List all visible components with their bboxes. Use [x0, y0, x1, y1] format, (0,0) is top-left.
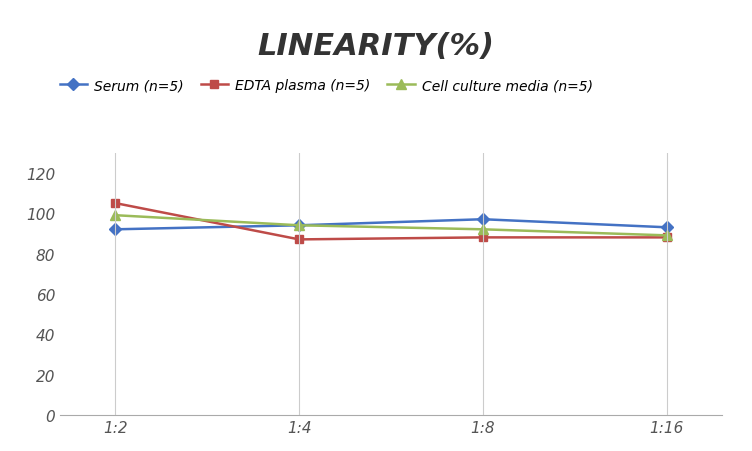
Serum (n=5): [478, 217, 487, 222]
Text: LINEARITY(%): LINEARITY(%): [257, 32, 495, 60]
EDTA plasma (n=5): [478, 235, 487, 240]
Line: Serum (n=5): Serum (n=5): [111, 216, 671, 234]
Cell culture media (n=5): [663, 233, 672, 239]
Legend: Serum (n=5), EDTA plasma (n=5), Cell culture media (n=5): Serum (n=5), EDTA plasma (n=5), Cell cul…: [59, 79, 593, 93]
EDTA plasma (n=5): [663, 235, 672, 240]
Cell culture media (n=5): [478, 227, 487, 233]
Line: Cell culture media (n=5): Cell culture media (n=5): [111, 211, 672, 241]
Line: EDTA plasma (n=5): EDTA plasma (n=5): [111, 199, 671, 244]
EDTA plasma (n=5): [295, 237, 304, 243]
Serum (n=5): [111, 227, 120, 233]
EDTA plasma (n=5): [111, 201, 120, 207]
Serum (n=5): [295, 223, 304, 229]
Cell culture media (n=5): [295, 223, 304, 229]
Serum (n=5): [663, 225, 672, 230]
Cell culture media (n=5): [111, 213, 120, 218]
